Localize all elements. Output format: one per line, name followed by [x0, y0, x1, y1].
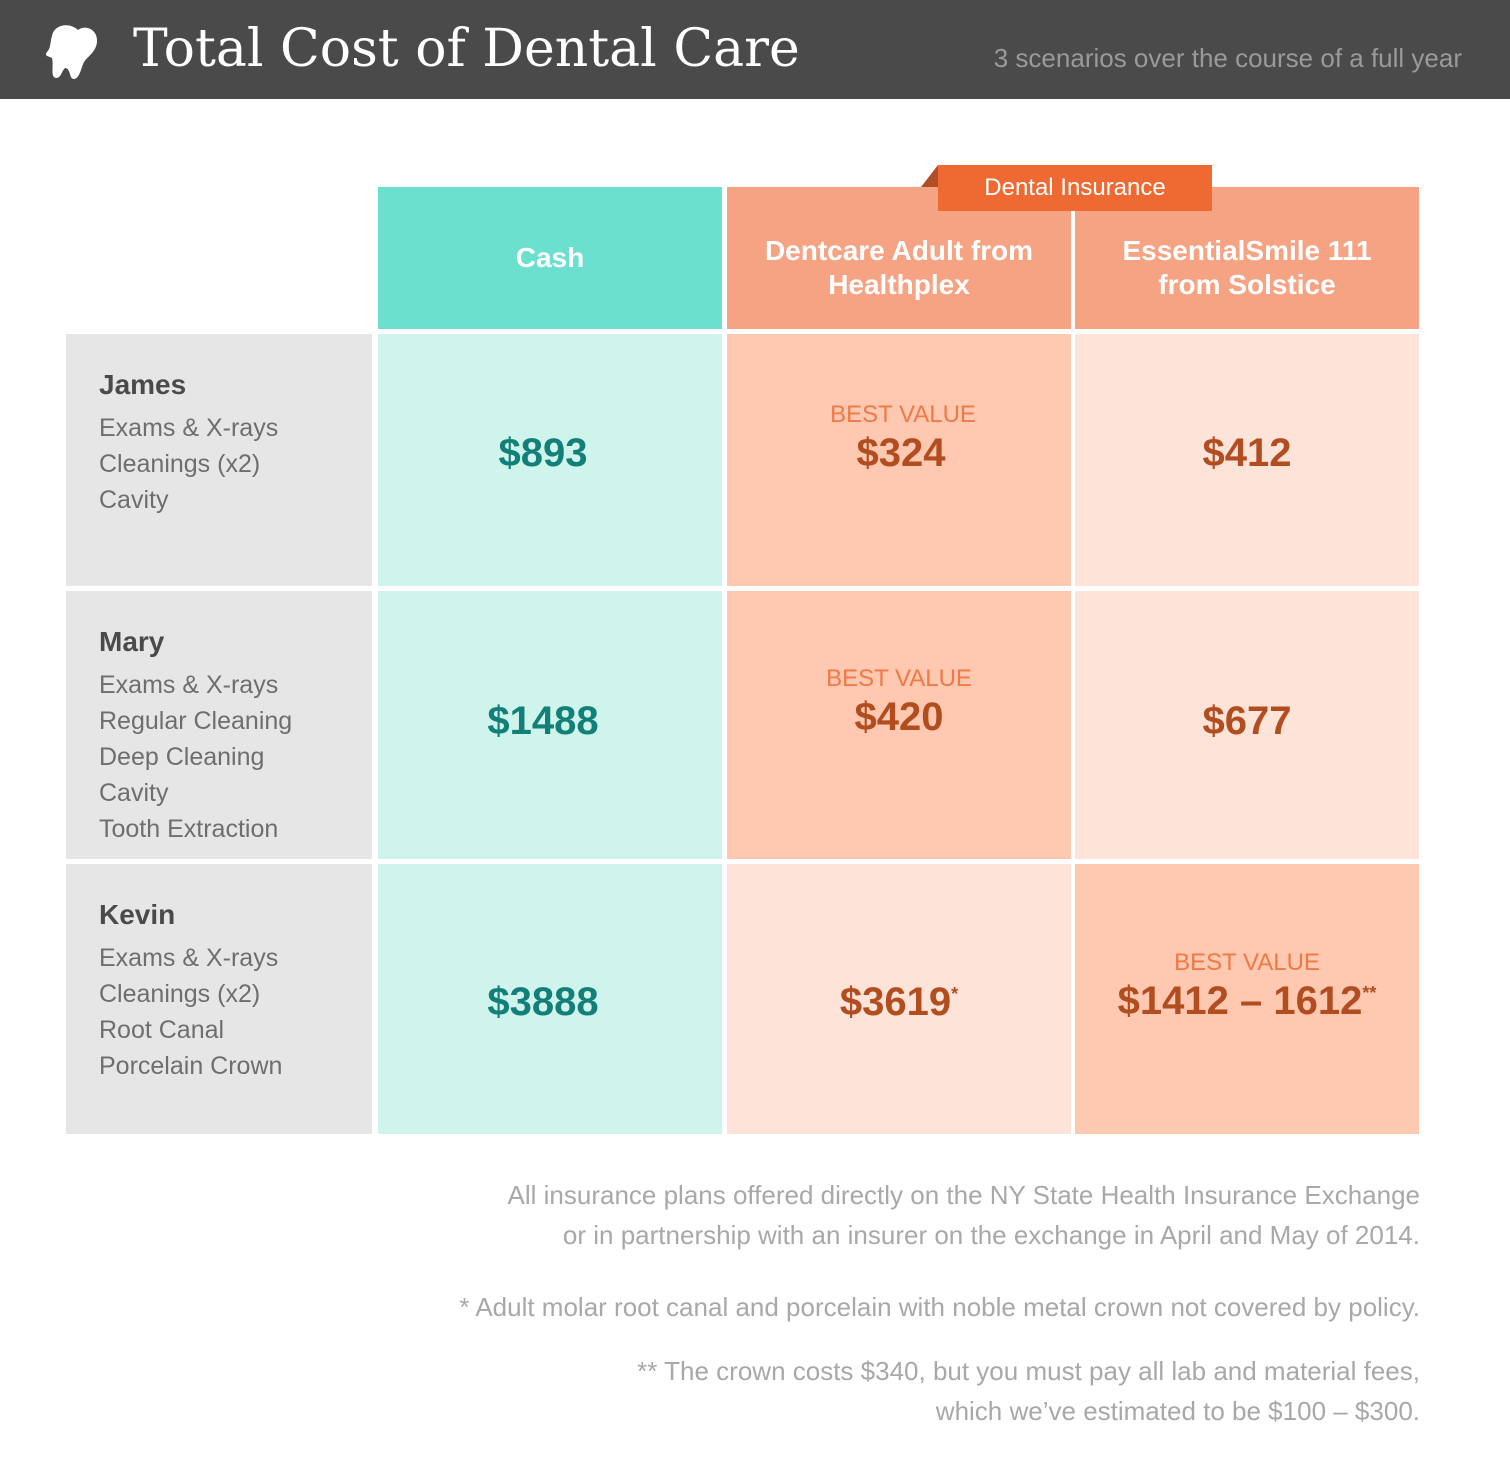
cell-kevin-cash: $3888 — [378, 864, 722, 1134]
service-item: Root Canal — [99, 1016, 225, 1044]
cost-value: $893 — [498, 431, 588, 475]
best-value-badge: BEST VALUE — [1174, 949, 1320, 976]
footnote-marker: ** — [1362, 983, 1377, 1003]
page-title: Total Cost of Dental Care — [133, 19, 800, 79]
service-item: Exams & X-rays — [99, 671, 279, 699]
service-item: Exams & X-rays — [99, 414, 279, 442]
cell-james-healthplex: BEST VALUE $324 — [727, 334, 1071, 586]
cost-value: $324 — [856, 431, 946, 475]
service-item: Porcelain Crown — [99, 1052, 283, 1080]
patient-name: Mary — [99, 626, 165, 657]
column-header-solstice: EssentialSmile 111 from Solstice — [1075, 187, 1419, 329]
page-subtitle: 3 scenarios over the course of a full ye… — [993, 43, 1462, 73]
service-item: Deep Cleaning — [99, 743, 265, 771]
service-item: Regular Cleaning — [99, 707, 293, 735]
service-item: Cavity — [99, 486, 169, 514]
best-value-badge: BEST VALUE — [826, 665, 972, 692]
cell-mary-healthplex: BEST VALUE $420 — [727, 591, 1071, 859]
tooth-icon — [45, 25, 98, 79]
footnote-double-asterisk: ** The crown costs $340, but you must pa… — [637, 1356, 1420, 1426]
cost-value: $677 — [1202, 699, 1292, 743]
cost-value: $1412 – 1612** — [1117, 979, 1377, 1023]
source-note: All insurance plans offered directly on … — [507, 1180, 1420, 1250]
footnote-marker: * — [951, 984, 959, 1004]
service-item: Exams & X-rays — [99, 944, 279, 972]
dental-insurance-tab: Dental Insurance — [938, 165, 1212, 211]
tab-fold — [921, 165, 938, 187]
cell-james-cash: $893 — [378, 334, 722, 586]
row-label-kevin: Kevin Exams & X-rays Cleanings (x2) Root… — [66, 864, 372, 1134]
cost-value: $1488 — [487, 699, 599, 743]
cell-mary-solstice: $677 — [1075, 591, 1419, 859]
footnote-single-asterisk: * Adult molar root canal and porcelain w… — [459, 1292, 1420, 1322]
cost-value: $3888 — [487, 980, 599, 1024]
best-value-badge: BEST VALUE — [830, 401, 976, 428]
patient-name: Kevin — [99, 899, 176, 930]
service-item: Cleanings (x2) — [99, 450, 261, 478]
service-item: Cavity — [99, 779, 169, 807]
service-item: Cleanings (x2) — [99, 980, 261, 1008]
cost-value: $412 — [1202, 431, 1292, 475]
cell-mary-cash: $1488 — [378, 591, 722, 859]
row-label-mary: Mary Exams & X-rays Regular Cleaning Dee… — [66, 591, 372, 859]
row-label-james: James Exams & X-rays Cleanings (x2) Cavi… — [66, 334, 372, 586]
cell-kevin-solstice: BEST VALUE $1412 – 1612** — [1075, 864, 1419, 1134]
header-bar: Total Cost of Dental Care 3 scenarios ov… — [0, 0, 1510, 99]
cost-value: $3619* — [839, 980, 959, 1024]
patient-name: James — [99, 369, 187, 400]
column-header-cash: Cash — [378, 187, 722, 329]
cell-kevin-healthplex: $3619* — [727, 864, 1071, 1134]
cost-value: $420 — [854, 695, 944, 739]
service-item: Tooth Extraction — [99, 815, 279, 843]
cell-james-solstice: $412 — [1075, 334, 1419, 586]
